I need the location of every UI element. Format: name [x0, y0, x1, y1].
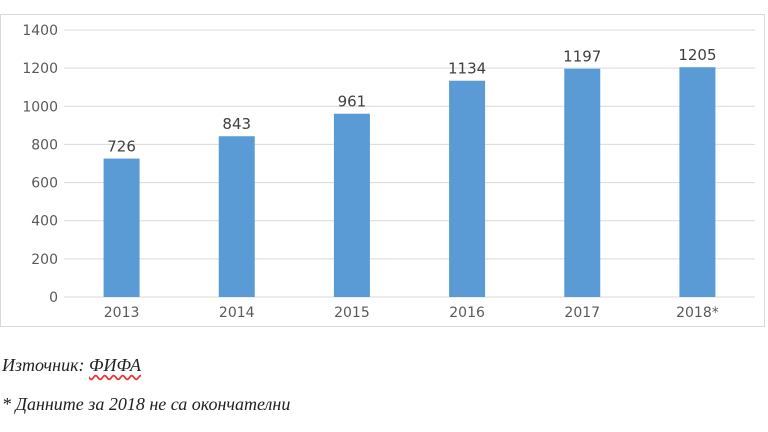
x-tick-label: 2018* [676, 305, 719, 321]
bar [103, 158, 140, 297]
bar [564, 68, 601, 297]
data-label: 843 [222, 115, 251, 133]
source-name: ФИФА [89, 355, 142, 375]
x-tick-label: 2017 [564, 305, 600, 321]
y-tick-label: 0 [49, 290, 58, 306]
bar [333, 113, 370, 297]
x-tick-label: 2016 [449, 305, 485, 321]
chart-frame [0, 14, 765, 327]
y-tick-label: 600 [31, 176, 58, 192]
y-tick-label: 1400 [22, 23, 58, 39]
y-tick-label: 400 [31, 214, 58, 230]
data-label: 726 [107, 138, 136, 156]
y-tick-label: 800 [31, 137, 58, 153]
bar [218, 136, 255, 297]
data-label: 961 [338, 93, 367, 111]
x-tick-label: 2015 [334, 305, 370, 321]
bar [449, 80, 486, 297]
y-tick-label: 1000 [22, 99, 58, 115]
bar-chart: 0 200 400 600 800 1000 1200 1400 726 2013 843 2014 9… [22, 23, 755, 321]
y-tick-label: 1200 [22, 61, 58, 77]
footnote: * Данните за 2018 не са окончателни [2, 394, 291, 414]
x-tick-label: 2013 [104, 305, 140, 321]
data-label: 1197 [563, 48, 601, 66]
bar [679, 67, 716, 297]
y-tick-label: 200 [31, 252, 58, 268]
data-label: 1205 [678, 46, 716, 64]
data-label: 1134 [448, 60, 486, 78]
source-label: Източник: [2, 355, 89, 375]
x-tick-label: 2014 [219, 305, 255, 321]
source-note: Източник: ФИФА [2, 355, 141, 376]
